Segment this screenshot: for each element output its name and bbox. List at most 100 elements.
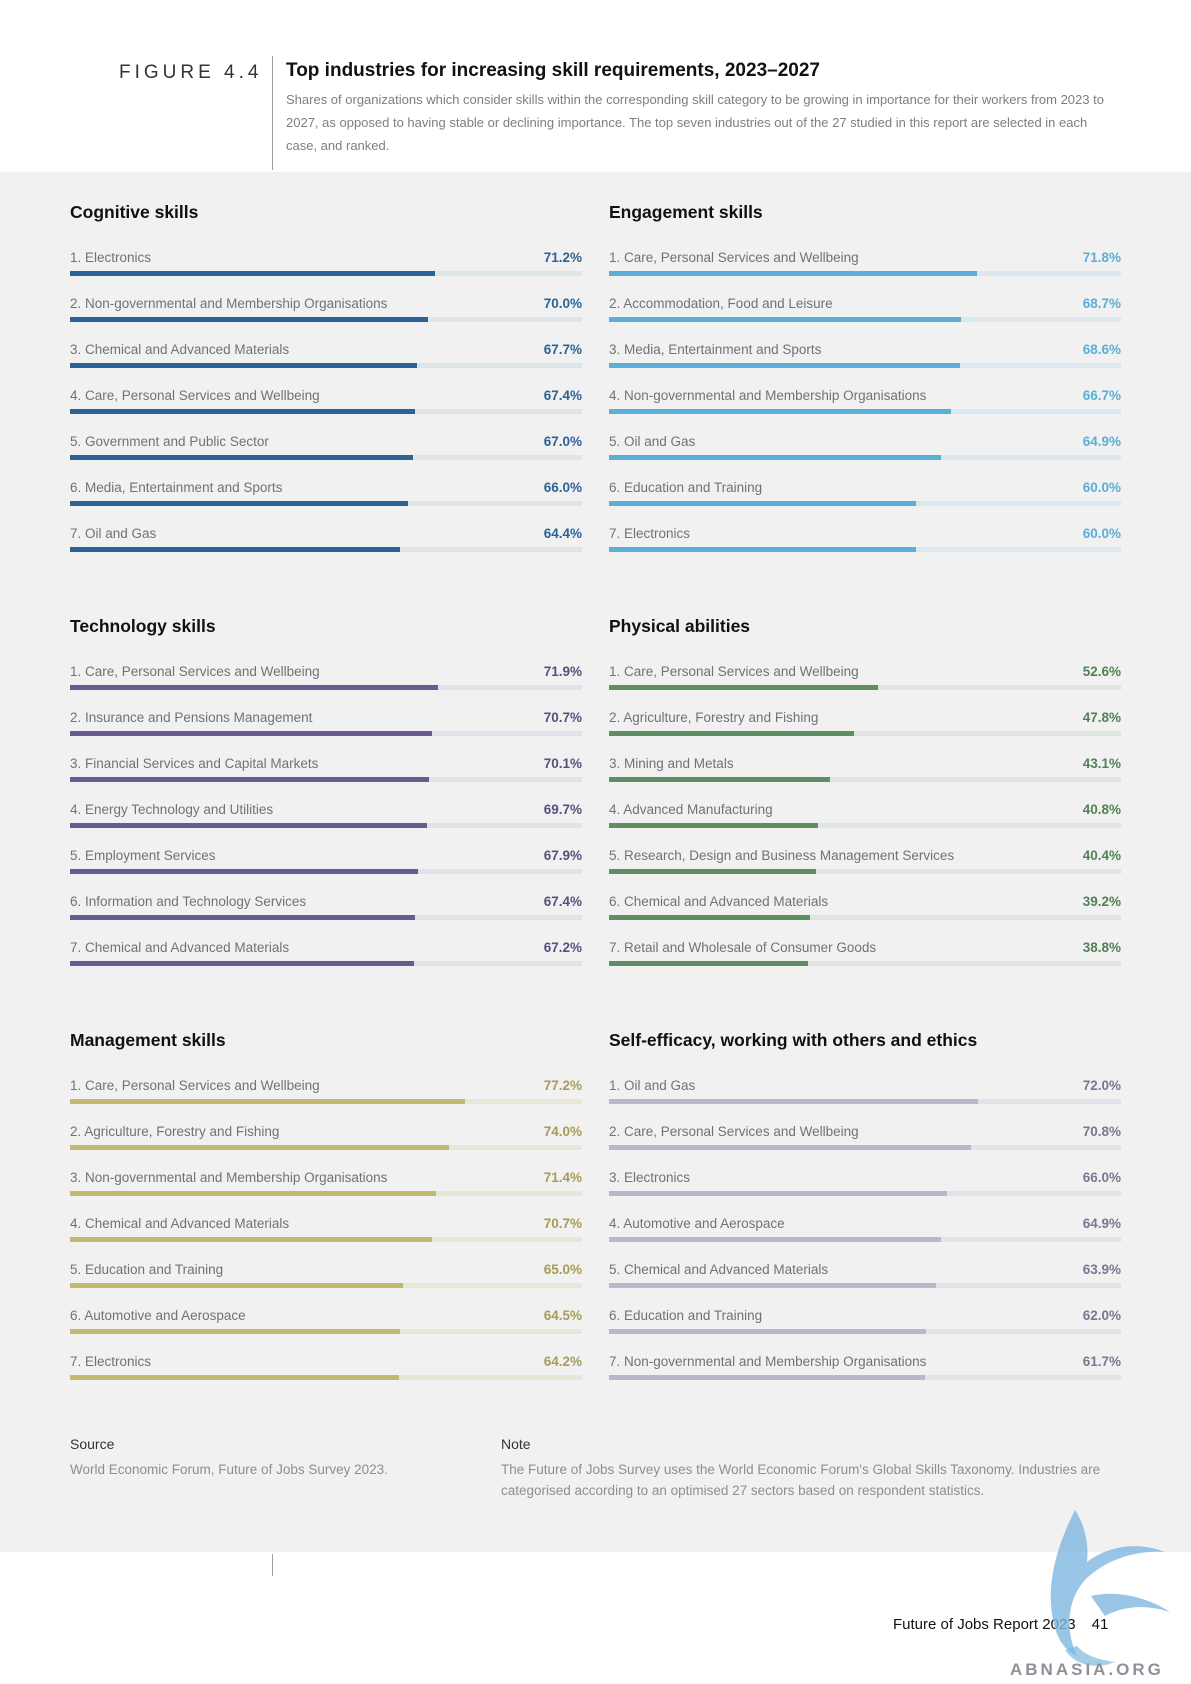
- bar: [70, 915, 416, 920]
- category-label: 4. Automotive and Aerospace: [609, 1216, 785, 1231]
- data-label: 67.0%: [543, 434, 582, 449]
- bar-track: [70, 1283, 582, 1288]
- bar-row: 7. Chemical and Advanced Materials 67.2%: [70, 940, 582, 986]
- bar: [70, 1283, 403, 1288]
- bar: [70, 271, 435, 276]
- category-label: 5. Oil and Gas: [609, 434, 696, 449]
- category-label: 6. Education and Training: [609, 480, 763, 495]
- bar: [609, 1375, 925, 1380]
- data-label: 64.9%: [1082, 1216, 1121, 1231]
- bar-track: [609, 1283, 1121, 1288]
- bar: [70, 961, 415, 966]
- bar: [609, 1283, 937, 1288]
- bar-row: 1. Electronics 71.2%: [70, 250, 582, 296]
- data-label: 70.8%: [1082, 1124, 1121, 1139]
- bar-row: 6. Education and Training 60.0%: [609, 480, 1121, 526]
- bar-track: [70, 271, 582, 276]
- category-label: 3. Non-governmental and Membership Organ…: [70, 1170, 388, 1185]
- data-label: 71.2%: [543, 250, 582, 265]
- bar-chart: Engagement skills 1. Care, Personal Servi…: [609, 202, 1121, 572]
- bar-track: [609, 455, 1121, 460]
- category-label: 4. Advanced Manufacturing: [609, 802, 773, 817]
- category-label: 5. Research, Design and Business Managem…: [609, 848, 955, 863]
- bar: [609, 363, 961, 368]
- bar-row: 2. Agriculture, Forestry and Fishing 74.0…: [70, 1124, 582, 1170]
- category-label: 1. Oil and Gas: [609, 1078, 696, 1093]
- bar-track: [70, 869, 582, 874]
- bar-track: [609, 317, 1121, 322]
- bar: [70, 363, 417, 368]
- bar: [609, 1145, 972, 1150]
- bar: [609, 685, 879, 690]
- bar-row: 2. Agriculture, Forestry and Fishing 47.8…: [609, 710, 1121, 756]
- bar: [609, 317, 961, 322]
- data-label: 72.0%: [1082, 1078, 1121, 1093]
- data-label: 71.8%: [1082, 250, 1121, 265]
- bar-chart: Self-efficacy, working with others and e…: [609, 1030, 1121, 1400]
- bar: [70, 501, 408, 506]
- data-label: 77.2%: [543, 1078, 582, 1093]
- data-label: 69.7%: [543, 802, 582, 817]
- bar-row: 3. Media, Entertainment and Sports 68.6%: [609, 342, 1121, 388]
- data-label: 67.9%: [543, 848, 582, 863]
- figure-header: FIGURE 4.4 Top industries for increasing…: [0, 0, 1191, 172]
- category-label: 1. Electronics: [70, 250, 152, 265]
- bar-track: [70, 1237, 582, 1242]
- data-label: 40.4%: [1082, 848, 1121, 863]
- bar-row: 5. Government and Public Sector 67.0%: [70, 434, 582, 480]
- bar-row: 2. Care, Personal Services and Wellbeing…: [609, 1124, 1121, 1170]
- charts-panel: [0, 172, 1191, 1552]
- data-label: 47.8%: [1082, 710, 1121, 725]
- bar-track: [70, 731, 582, 736]
- bar-track: [70, 1329, 582, 1334]
- bar-track: [70, 915, 582, 920]
- data-label: 63.9%: [1082, 1262, 1121, 1277]
- data-label: 52.6%: [1082, 664, 1121, 679]
- bar-chart: Cognitive skills 1. Electronics 71.2% 2. No…: [70, 202, 582, 572]
- bar-row: 7. Electronics 60.0%: [609, 526, 1121, 572]
- bar-row: 4. Automotive and Aerospace 64.9%: [609, 1216, 1121, 1262]
- bar-row: 4. Advanced Manufacturing 40.8%: [609, 802, 1121, 848]
- bar: [609, 915, 810, 920]
- bar-track: [70, 823, 582, 828]
- bar: [70, 823, 427, 828]
- bar-track: [609, 501, 1121, 506]
- bar: [609, 1191, 947, 1196]
- data-label: 64.2%: [543, 1354, 582, 1369]
- data-label: 68.7%: [1082, 296, 1121, 311]
- category-label: 7. Chemical and Advanced Materials: [70, 940, 290, 955]
- bar-row: 6. Automotive and Aerospace 64.5%: [70, 1308, 582, 1354]
- data-label: 67.7%: [543, 342, 582, 357]
- bar-track: [70, 317, 582, 322]
- bar-row: 6. Information and Technology Services 67…: [70, 894, 582, 940]
- bar-row: 3. Financial Services and Capital Market…: [70, 756, 582, 802]
- category-label: 5. Chemical and Advanced Materials: [609, 1262, 829, 1277]
- category-label: 3. Electronics: [609, 1170, 691, 1185]
- data-label: 38.8%: [1082, 940, 1121, 955]
- category-label: 7. Retail and Wholesale of Consumer Good…: [609, 940, 877, 955]
- bar: [609, 777, 830, 782]
- bar: [609, 869, 816, 874]
- category-label: 5. Education and Training: [70, 1262, 224, 1277]
- data-label: 65.0%: [543, 1262, 582, 1277]
- bar: [70, 1329, 401, 1334]
- bar-row: 3. Mining and Metals 43.1%: [609, 756, 1121, 802]
- category-label: 7. Oil and Gas: [70, 526, 157, 541]
- bar-track: [609, 915, 1121, 920]
- bar-row: 4. Chemical and Advanced Materials 70.7%: [70, 1216, 582, 1262]
- page-number: 41: [1091, 1616, 1109, 1633]
- category-label: 1. Care, Personal Services and Wellbeing: [70, 664, 320, 679]
- data-label: 74.0%: [543, 1124, 582, 1139]
- bar-row: 2. Insurance and Pensions Management 70.7…: [70, 710, 582, 756]
- bar-row: 3. Chemical and Advanced Materials 67.7%: [70, 342, 582, 388]
- data-label: 66.0%: [1082, 1170, 1121, 1185]
- chart-title: Technology skills: [70, 616, 216, 636]
- bar-chart: Management skills 1. Care, Personal Servi…: [70, 1030, 582, 1400]
- bar: [609, 823, 818, 828]
- bar: [609, 547, 917, 552]
- bar-track: [609, 409, 1121, 414]
- data-label: 61.7%: [1082, 1354, 1121, 1369]
- category-label: 2. Non-governmental and Membership Organ…: [70, 296, 388, 311]
- header-divider: [272, 56, 273, 170]
- category-label: 5. Government and Public Sector: [70, 434, 269, 449]
